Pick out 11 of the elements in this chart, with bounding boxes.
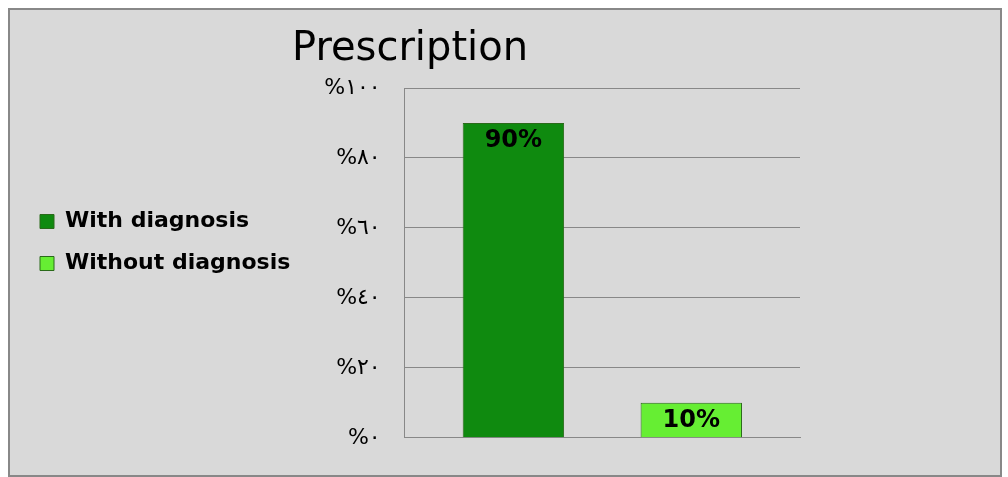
y-tick-label: %١٠٠ — [324, 73, 381, 99]
y-tick-label: %٤٠ — [336, 283, 381, 309]
legend-label: Without diagnosis — [65, 249, 291, 275]
y-tick-label: %٨٠ — [336, 143, 381, 169]
y-tick-label: %٠ — [347, 423, 381, 449]
legend-label: With diagnosis — [65, 207, 250, 233]
data-label: 10% — [662, 405, 721, 434]
y-tick-label: %٢٠ — [336, 353, 381, 379]
data-label: 90% — [484, 125, 543, 154]
chart-title: Prescription — [292, 23, 528, 70]
y-tick-label: %٦٠ — [336, 213, 381, 239]
